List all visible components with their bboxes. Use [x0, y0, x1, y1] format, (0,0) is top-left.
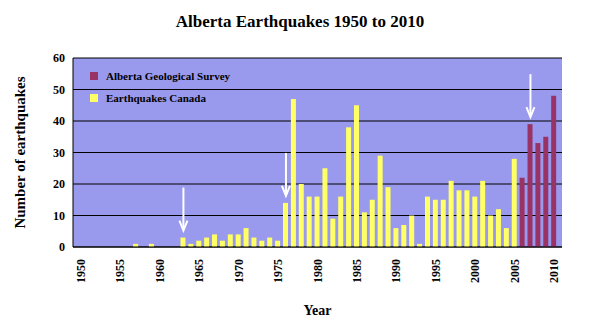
svg-text:1990: 1990	[389, 259, 403, 283]
html-text:Alberta Earthquakes 1950 to 20: Alberta Earthquakes 1950 to 2010	[175, 12, 425, 31]
svg-text:2000: 2000	[468, 259, 482, 283]
html-text:Alberta Geological Survey: Alberta Geological Survey	[106, 70, 230, 82]
svg-text:1955: 1955	[113, 259, 127, 283]
svg-text:10: 10	[53, 209, 65, 223]
svg-text:60: 60	[53, 51, 65, 65]
svg-text:1970: 1970	[232, 259, 246, 283]
svg-text:50: 50	[53, 83, 65, 97]
html-text:Earthquakes Canada: Earthquakes Canada	[106, 92, 206, 104]
svg-text:1980: 1980	[311, 259, 325, 283]
svg-text:1965: 1965	[192, 259, 206, 283]
svg-text:1975: 1975	[271, 259, 285, 283]
svg-text:0: 0	[59, 240, 65, 254]
svg-text:2005: 2005	[508, 259, 522, 283]
svg-text:1960: 1960	[153, 259, 167, 283]
svg-text:Number of earthquakes: Number of earthquakes	[12, 76, 28, 228]
svg-text:1985: 1985	[350, 259, 364, 283]
svg-text:1995: 1995	[429, 259, 443, 283]
svg-text:20: 20	[53, 177, 65, 191]
svg-text:30: 30	[53, 146, 65, 160]
svg-text:Year: Year	[304, 303, 332, 317]
svg-text:1950: 1950	[74, 259, 88, 283]
svg-text:2010: 2010	[547, 259, 561, 283]
svg-text:40: 40	[53, 114, 65, 128]
